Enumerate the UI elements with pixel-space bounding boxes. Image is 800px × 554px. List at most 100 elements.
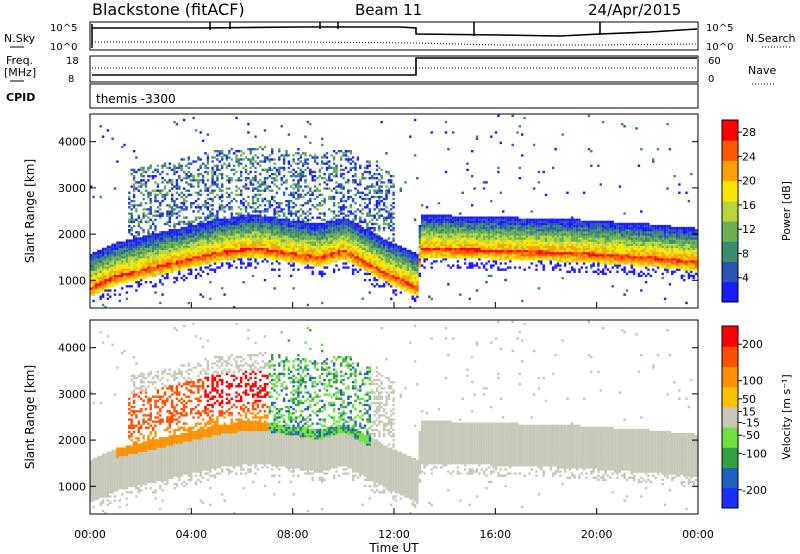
power-cell bbox=[171, 239, 174, 242]
power-cell bbox=[456, 243, 460, 246]
power-cell bbox=[161, 249, 164, 253]
power-cell bbox=[394, 272, 398, 276]
power-cell bbox=[263, 129, 267, 132]
power-cell bbox=[206, 272, 210, 276]
power-cell bbox=[187, 224, 190, 228]
power-cell bbox=[194, 260, 198, 263]
power-cell bbox=[456, 241, 460, 244]
power-cell bbox=[140, 256, 143, 259]
power-cell bbox=[154, 193, 157, 197]
power-cell bbox=[106, 274, 110, 278]
power-cell bbox=[151, 249, 155, 253]
power-cell bbox=[116, 258, 119, 261]
power-cell bbox=[330, 254, 333, 257]
power-cell bbox=[402, 266, 405, 269]
power-cell bbox=[456, 216, 460, 219]
power-cell bbox=[323, 177, 326, 180]
power-cell bbox=[244, 210, 248, 213]
power-cell bbox=[375, 199, 379, 203]
power-cell bbox=[299, 260, 302, 263]
power-cell bbox=[428, 256, 431, 259]
power-cell bbox=[182, 278, 186, 282]
power-cell bbox=[182, 197, 186, 201]
power-cell bbox=[347, 245, 350, 248]
power-cell bbox=[130, 216, 133, 219]
power-cell bbox=[228, 247, 231, 251]
power-cell bbox=[447, 239, 450, 242]
power-cell bbox=[304, 258, 307, 261]
power-cell bbox=[268, 158, 271, 161]
power-cell bbox=[171, 233, 174, 236]
power-cell bbox=[273, 199, 276, 203]
power-cell bbox=[278, 254, 281, 257]
power-cell bbox=[109, 274, 112, 278]
power-cell bbox=[223, 245, 226, 248]
power-cell bbox=[190, 260, 193, 263]
power-cell bbox=[163, 241, 167, 244]
power-cell bbox=[211, 204, 214, 207]
power-cell bbox=[178, 206, 181, 209]
power-cell bbox=[368, 254, 371, 257]
power-cell bbox=[256, 189, 260, 192]
power-cell bbox=[287, 218, 291, 221]
power-cell bbox=[190, 206, 193, 209]
power-cell bbox=[161, 266, 164, 269]
power-cell bbox=[375, 283, 379, 286]
power-cell bbox=[471, 233, 474, 236]
power-cell bbox=[306, 214, 310, 217]
power-cell bbox=[266, 220, 269, 224]
power-cell bbox=[359, 262, 362, 265]
power-cell bbox=[435, 214, 438, 217]
power-cell bbox=[218, 245, 221, 248]
power-cell bbox=[449, 226, 452, 230]
power-cell bbox=[297, 195, 300, 199]
power-cell bbox=[147, 249, 150, 253]
power-cell bbox=[151, 245, 155, 248]
power-cell bbox=[454, 233, 457, 236]
power-cell bbox=[247, 233, 250, 236]
power-cell bbox=[359, 216, 362, 219]
power-cell bbox=[194, 206, 198, 209]
power-cell bbox=[235, 220, 238, 224]
power-cell bbox=[209, 254, 212, 257]
power-cell bbox=[437, 214, 441, 217]
power-cell bbox=[385, 274, 388, 278]
power-cell bbox=[209, 237, 212, 240]
power-cell bbox=[316, 233, 319, 236]
power-cell bbox=[230, 258, 233, 261]
power-cell bbox=[254, 193, 257, 197]
power-cell bbox=[297, 220, 300, 224]
power-cell bbox=[142, 193, 145, 197]
power-cell bbox=[185, 233, 188, 236]
power-cell bbox=[337, 241, 341, 244]
power-cell bbox=[378, 204, 381, 207]
power-cell bbox=[442, 251, 445, 255]
power-cell bbox=[354, 214, 357, 217]
power-cell bbox=[454, 249, 457, 253]
power-cell bbox=[466, 233, 469, 236]
power-cell bbox=[251, 218, 255, 221]
power-cell bbox=[154, 224, 157, 228]
power-cell bbox=[273, 166, 276, 170]
power-cell bbox=[375, 274, 379, 278]
power-cell bbox=[354, 179, 357, 182]
power-cell bbox=[411, 272, 414, 276]
power-cell bbox=[344, 249, 348, 253]
power-cell bbox=[154, 268, 157, 271]
power-cell bbox=[430, 229, 433, 232]
power-cell bbox=[359, 195, 362, 199]
power-cell bbox=[354, 264, 357, 267]
power-cell bbox=[454, 235, 457, 238]
power-cell bbox=[213, 262, 217, 265]
power-cell bbox=[111, 270, 114, 273]
power-cell bbox=[366, 245, 369, 248]
power-cell bbox=[394, 264, 398, 267]
power-cell bbox=[166, 266, 169, 269]
power-cell bbox=[156, 233, 160, 236]
power-cell bbox=[242, 237, 245, 240]
power-cell bbox=[256, 222, 260, 226]
power-cell bbox=[201, 212, 205, 215]
power-cell bbox=[156, 247, 160, 251]
power-cell bbox=[392, 233, 395, 236]
power-cell bbox=[392, 251, 395, 255]
